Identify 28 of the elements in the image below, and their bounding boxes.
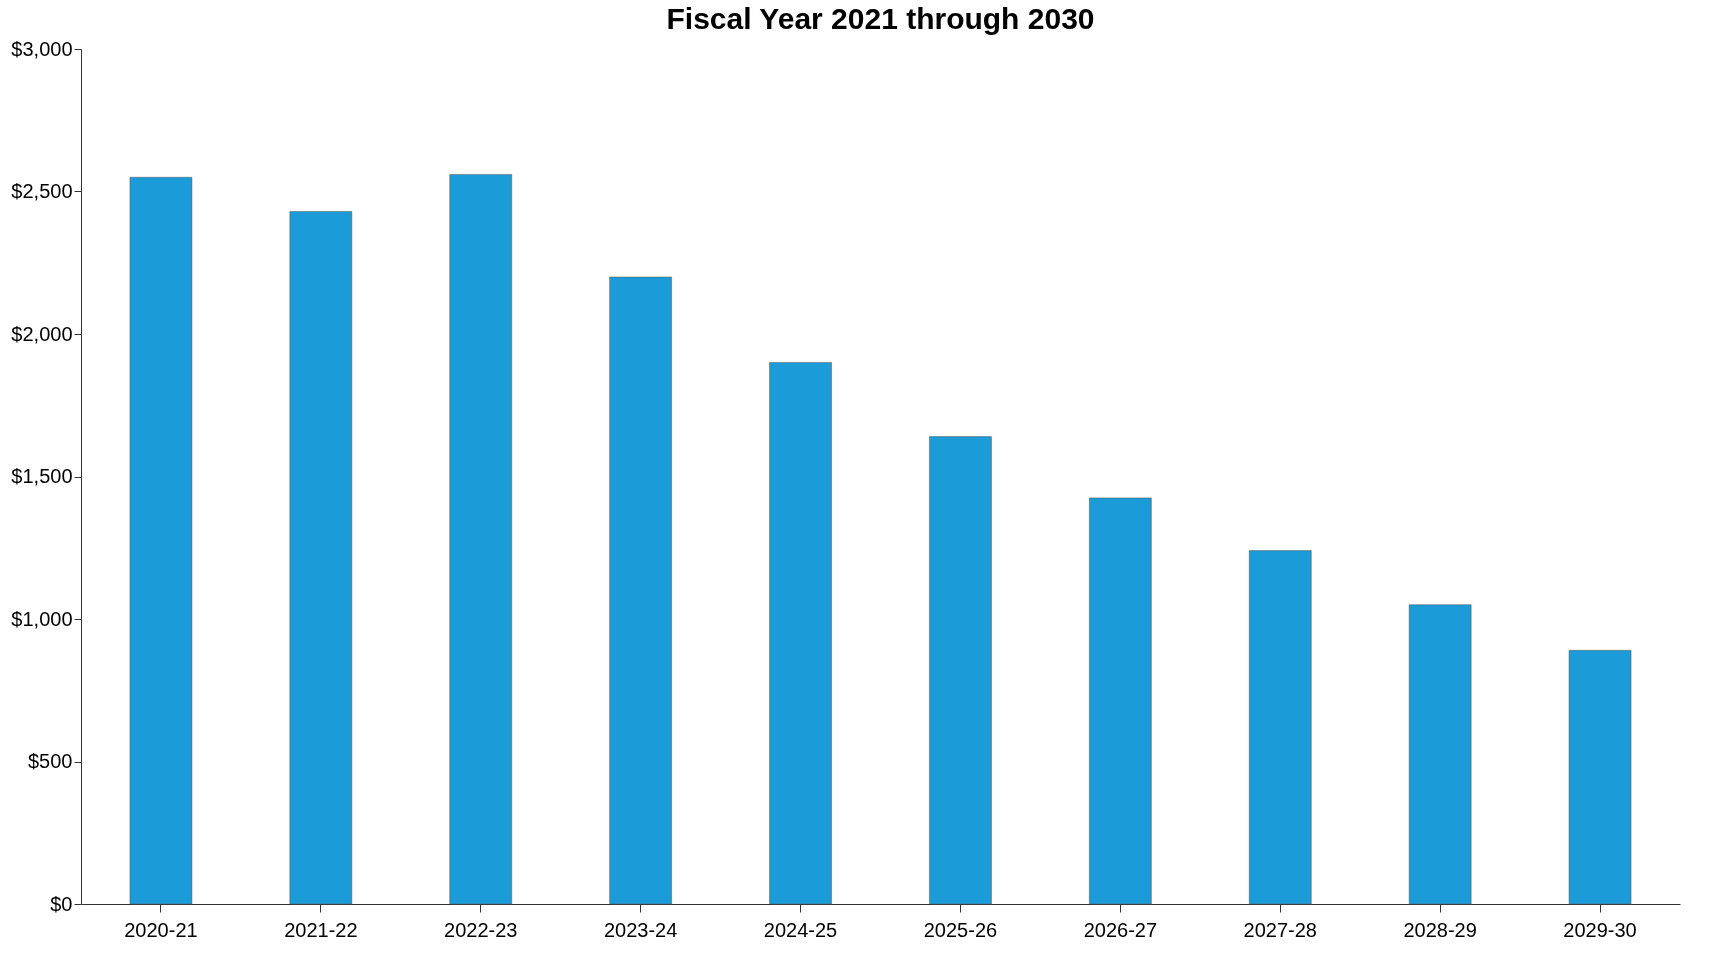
y-tick-label: $3,000 <box>11 37 73 60</box>
bar <box>449 174 512 905</box>
y-tick-label: $0 <box>50 892 73 915</box>
bar <box>289 211 353 905</box>
bar <box>609 276 672 905</box>
y-tick-label: $500 <box>28 750 73 772</box>
bar <box>1089 497 1152 905</box>
x-tick-label: 2027-28 <box>1243 918 1317 941</box>
bar <box>769 362 832 905</box>
bar <box>1408 604 1472 905</box>
x-tick-label: 2021-22 <box>284 918 358 941</box>
bar <box>1249 550 1312 905</box>
x-tick-label: 2020-21 <box>124 918 198 941</box>
bar <box>129 177 193 905</box>
chart-title: Fiscal Year 2021 through 2030 <box>666 2 1095 35</box>
y-tick-label: $1,000 <box>11 607 73 630</box>
x-tick-label: 2024-25 <box>763 918 838 941</box>
y-tick-label: $1,500 <box>11 465 73 487</box>
x-tick-label: 2022-23 <box>444 918 518 941</box>
bar <box>1568 650 1632 905</box>
bar <box>929 436 992 905</box>
y-tick-label: $2,500 <box>11 180 73 202</box>
x-tick-label: 2025-26 <box>923 918 998 941</box>
x-tick-label: 2023-24 <box>603 918 678 941</box>
x-tick-label: 2029-30 <box>1563 918 1637 941</box>
x-tick-label: 2026-27 <box>1083 918 1158 941</box>
y-tick-label: $2,000 <box>11 322 73 345</box>
x-tick-label: 2028-29 <box>1403 918 1477 941</box>
